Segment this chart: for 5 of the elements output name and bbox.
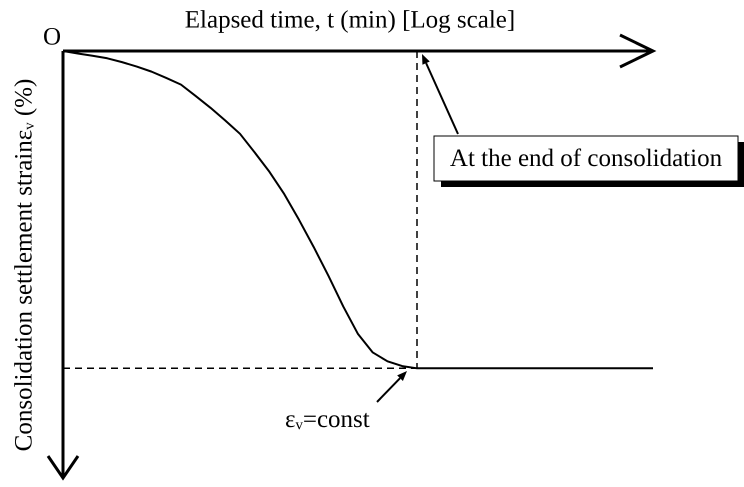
y-axis-title: Consolidation settlement strainεᵥ (%) bbox=[10, 78, 38, 452]
text: εᵥ=const bbox=[285, 406, 370, 433]
text: O bbox=[42, 24, 62, 50]
annotation: At the end of consolidation bbox=[450, 145, 723, 172]
x-axis-title: Elapsed time, t (min) [Log scale] bbox=[184, 6, 516, 34]
